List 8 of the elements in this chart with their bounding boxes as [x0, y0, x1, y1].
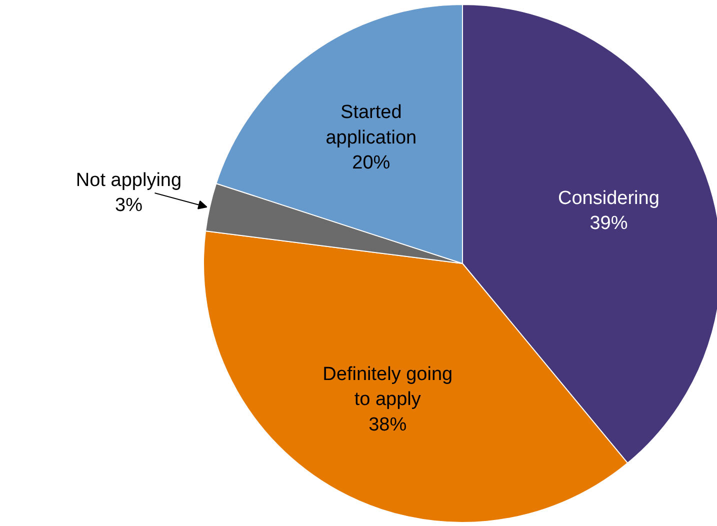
slice-label: Not applying: [76, 170, 182, 191]
data-label: 3%: [115, 195, 143, 216]
data-label: 39%: [590, 212, 628, 234]
slice-label: Started application: [326, 102, 417, 148]
data-label: 38%: [368, 414, 407, 436]
data-label: 20%: [352, 152, 390, 174]
slice-label: Definitely going to apply: [322, 364, 453, 410]
slice-label: Considering: [558, 188, 660, 209]
